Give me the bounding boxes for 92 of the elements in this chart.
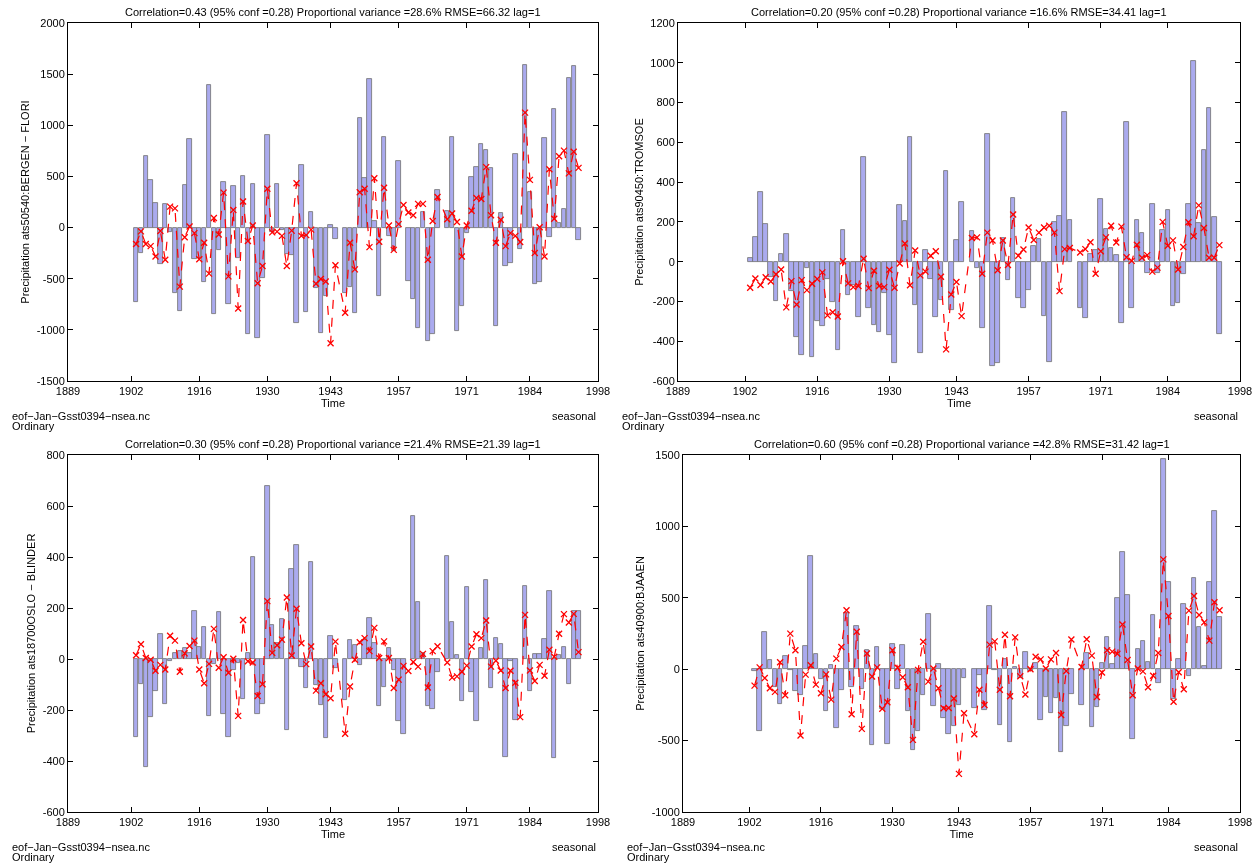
text: Ordinary bbox=[622, 420, 665, 432]
x-tick-label: 1984 bbox=[1155, 385, 1181, 398]
x-tick-label: 1998 bbox=[1227, 816, 1253, 829]
y-tick-label: 500 bbox=[46, 170, 65, 183]
text: Ordinary bbox=[12, 851, 55, 863]
y-tick-label: 1000 bbox=[655, 520, 680, 533]
y-tick-label: 800 bbox=[656, 96, 675, 109]
x-tick-label: 1930 bbox=[877, 385, 902, 398]
y-tick-label: -200 bbox=[42, 703, 65, 716]
chart-title: Correlation=0.30 (95% conf =0.28) Proportional variance =21.4% RMSE=21.39 lag=1 bbox=[125, 438, 541, 450]
text: seasonal bbox=[552, 410, 597, 422]
chart-title: Correlation=0.20 (95% conf =0.28) Proportional variance =16.6% RMSE=34.41 lag=1 bbox=[751, 6, 1167, 18]
x-axis-title: Time bbox=[320, 397, 346, 410]
y-tick-label: 0 bbox=[58, 221, 65, 234]
y-tick-label: -200 bbox=[652, 295, 675, 308]
x-tick-label: 1971 bbox=[454, 385, 479, 398]
x-tick-label: 1971 bbox=[454, 816, 479, 829]
text: Ordinary bbox=[12, 420, 55, 432]
text: seasonal bbox=[1194, 841, 1239, 853]
y-tick-label: 0 bbox=[668, 255, 675, 268]
y-tick-label: 600 bbox=[46, 499, 65, 512]
y-tick-label: 1500 bbox=[655, 448, 680, 461]
text: seasonal bbox=[552, 841, 597, 853]
y-tick-label: -600 bbox=[42, 805, 65, 818]
y-tick-label: 500 bbox=[661, 591, 680, 604]
y-tick-label: 600 bbox=[656, 136, 675, 149]
x-tick-label: 1943 bbox=[946, 816, 972, 829]
x-tick-label: 1943 bbox=[944, 385, 969, 398]
x-tick-label: 1943 bbox=[318, 385, 343, 398]
y-tick-label: 1000 bbox=[650, 56, 675, 69]
y-tick-label: -1000 bbox=[651, 805, 680, 818]
text: Ordinary bbox=[627, 851, 670, 863]
y-tick-label: -500 bbox=[42, 272, 65, 285]
y-tick-label: -400 bbox=[42, 754, 65, 767]
chart-title: Correlation=0.60 (95% conf =0.28) Proportional variance =42.8% RMSE=31.42 lag=1 bbox=[754, 438, 1170, 450]
x-tick-label: 1902 bbox=[732, 385, 758, 398]
y-tick-label: -1000 bbox=[36, 323, 65, 336]
x-tick-label: 1930 bbox=[880, 816, 905, 829]
x-tick-label: 1889 bbox=[670, 816, 696, 829]
text: eof−Jan−Gsst0394−nsea.nc bbox=[12, 841, 151, 853]
y-axis-title: Precipitation ats50540:BERGEN − FLORI bbox=[19, 100, 32, 304]
text: seasonal bbox=[1194, 410, 1239, 422]
x-tick-label: 1916 bbox=[187, 816, 212, 829]
x-tick-label: 1916 bbox=[804, 385, 830, 398]
x-tick-label: 1902 bbox=[118, 816, 144, 829]
y-tick-label: 400 bbox=[656, 175, 675, 188]
y-tick-label: 400 bbox=[46, 550, 65, 563]
y-tick-label: 2000 bbox=[40, 16, 65, 29]
y-tick-label: 1500 bbox=[40, 67, 65, 80]
x-tick-label: 1902 bbox=[118, 385, 144, 398]
text: eof−Jan−Gsst0394−nsea.nc bbox=[622, 410, 761, 422]
x-tick-label: 1889 bbox=[665, 385, 691, 398]
y-axis-title: Precipitation ats40900:BJAAEN bbox=[634, 556, 647, 711]
text: eof−Jan−Gsst0394−nsea.nc bbox=[12, 410, 151, 422]
x-tick-label: 1984 bbox=[517, 816, 543, 829]
y-tick-label: 800 bbox=[46, 448, 65, 461]
y-axis-title: Precipitation ats90450:TROMSOE bbox=[632, 118, 645, 286]
x-tick-label: 1984 bbox=[1156, 816, 1181, 829]
x-tick-label: 1998 bbox=[585, 816, 611, 829]
y-tick-label: -1500 bbox=[36, 374, 65, 387]
y-axis-title: Precipitation ats18700OSLO − BLINDER bbox=[25, 533, 38, 734]
x-axis-title: Time bbox=[946, 397, 972, 410]
x-axis-title: Time bbox=[949, 828, 974, 841]
x-tick-label: 1957 bbox=[386, 385, 411, 398]
x-tick-label: 1971 bbox=[1089, 816, 1115, 829]
x-tick-label: 1930 bbox=[255, 816, 280, 829]
x-tick-label: 1889 bbox=[55, 816, 81, 829]
x-tick-label: 1902 bbox=[737, 816, 762, 829]
y-tick-label: 1000 bbox=[40, 119, 65, 132]
x-tick-label: 1971 bbox=[1088, 385, 1114, 398]
x-tick-label: 1930 bbox=[255, 385, 280, 398]
x-tick-label: 1984 bbox=[517, 385, 543, 398]
x-tick-label: 1957 bbox=[386, 816, 411, 829]
y-tick-label: 200 bbox=[656, 215, 675, 228]
chart-title: Correlation=0.43 (95% conf =0.28) Proportional variance =28.6% RMSE=66.32 lag=1 bbox=[125, 6, 541, 18]
y-tick-label: 1200 bbox=[650, 16, 675, 29]
x-axis-title: Time bbox=[320, 828, 346, 841]
y-tick-label: 200 bbox=[46, 601, 65, 614]
x-tick-label: 1889 bbox=[55, 385, 81, 398]
y-tick-label: -500 bbox=[657, 734, 680, 747]
x-tick-label: 1943 bbox=[318, 816, 343, 829]
x-tick-label: 1957 bbox=[1016, 385, 1041, 398]
x-tick-label: 1998 bbox=[585, 385, 611, 398]
x-tick-label: 1957 bbox=[1018, 816, 1043, 829]
text: eof−Jan−Gsst0394−nsea.nc bbox=[627, 841, 766, 853]
y-tick-label: -400 bbox=[652, 335, 675, 348]
x-tick-label: 1916 bbox=[187, 385, 212, 398]
y-tick-label: 0 bbox=[673, 663, 680, 676]
x-tick-label: 1998 bbox=[1227, 385, 1253, 398]
x-tick-label: 1916 bbox=[808, 816, 834, 829]
y-tick-label: -600 bbox=[652, 374, 675, 387]
y-tick-label: 0 bbox=[58, 652, 65, 665]
